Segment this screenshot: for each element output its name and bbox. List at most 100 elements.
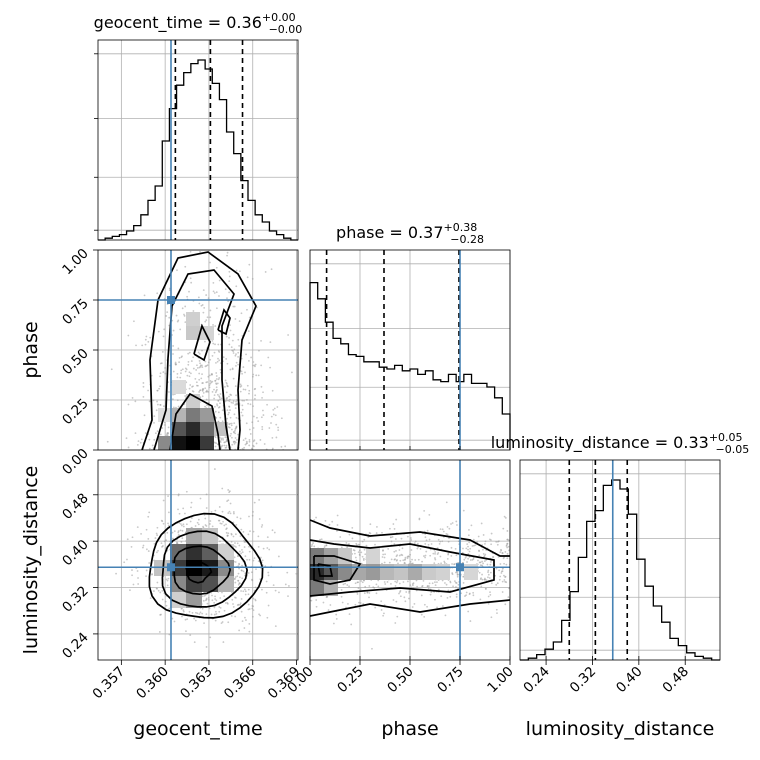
scatter-point	[241, 551, 244, 554]
scatter-point	[390, 540, 393, 543]
scatter-point	[194, 525, 197, 527]
density-cell	[200, 422, 214, 436]
scatter-point	[421, 585, 423, 588]
scatter-point	[191, 611, 194, 614]
scatter-point	[481, 573, 483, 576]
scatter-point	[478, 554, 481, 557]
y-axis-label-phase: phase	[20, 321, 42, 378]
scatter-point	[168, 607, 171, 610]
scatter-point	[368, 592, 371, 594]
scatter-point	[205, 319, 208, 321]
scatter-point	[248, 389, 251, 392]
panel-geocent_time-vs-phase	[106, 250, 293, 450]
x-tick-label: 1.00	[484, 664, 517, 697]
scatter-point	[409, 541, 411, 544]
scatter-point	[248, 550, 251, 553]
scatter-point	[215, 291, 218, 294]
scatter-point	[215, 361, 217, 364]
scatter-point	[215, 382, 217, 385]
scatter-point	[154, 432, 157, 435]
scatter-point	[511, 590, 513, 592]
scatter-point	[244, 437, 247, 440]
contour-level-1	[310, 599, 510, 617]
scatter-point	[187, 360, 190, 363]
scatter-point	[252, 510, 254, 513]
scatter-point	[414, 559, 417, 561]
scatter-point	[214, 595, 216, 598]
scatter-point	[453, 563, 456, 566]
scatter-point	[151, 444, 154, 447]
scatter-point	[226, 409, 229, 412]
scatter-point	[508, 549, 510, 552]
scatter-point	[182, 610, 185, 613]
scatter-point	[205, 398, 208, 401]
scatter-point	[193, 617, 196, 620]
scatter-point	[511, 612, 513, 614]
scatter-point	[178, 512, 181, 515]
scatter-point	[503, 574, 505, 577]
density-cell	[172, 436, 186, 450]
scatter-point	[165, 315, 168, 317]
scatter-point	[147, 537, 150, 540]
scatter-point	[434, 598, 436, 601]
scatter-point	[512, 576, 514, 578]
scatter-point	[207, 375, 210, 378]
scatter-point	[428, 538, 431, 541]
scatter-point	[505, 563, 508, 566]
scatter-point	[217, 333, 220, 336]
scatter-point	[369, 523, 372, 526]
scatter-point	[266, 547, 269, 549]
scatter-point	[462, 581, 465, 584]
scatter-point	[215, 386, 218, 389]
scatter-point	[517, 592, 519, 594]
scatter-point	[277, 426, 279, 429]
scatter-point	[228, 395, 230, 398]
scatter-point	[517, 590, 519, 592]
density-cell	[366, 564, 380, 580]
scatter-point	[434, 558, 437, 561]
density-cell	[202, 544, 218, 560]
scatter-point	[178, 522, 181, 524]
density-cell	[436, 564, 450, 580]
scatter-point	[234, 576, 237, 579]
scatter-point	[469, 559, 472, 561]
scatter-point	[161, 545, 163, 548]
scatter-point	[269, 341, 272, 344]
scatter-point	[498, 540, 500, 543]
scatter-point	[351, 526, 354, 529]
scatter-point	[404, 558, 407, 561]
scatter-point	[489, 563, 492, 566]
scatter-point	[229, 368, 232, 371]
scatter-point	[272, 413, 275, 416]
scatter-point	[258, 518, 261, 520]
scatter-point	[351, 537, 354, 540]
scatter-point	[238, 629, 241, 632]
scatter-point	[512, 527, 514, 529]
scatter-point	[329, 604, 332, 606]
scatter-point	[207, 596, 210, 599]
scatter-point	[250, 356, 253, 359]
scatter-point	[228, 398, 231, 401]
scatter-point	[168, 316, 171, 319]
scatter-point	[424, 536, 427, 539]
scatter-point	[209, 520, 212, 522]
scatter-point	[258, 499, 261, 501]
scatter-point	[233, 545, 236, 548]
scatter-point	[376, 526, 378, 528]
scatter-point	[231, 349, 234, 352]
scatter-point	[441, 605, 444, 607]
scatter-point	[189, 634, 192, 637]
scatter-point	[505, 544, 508, 546]
scatter-point	[190, 501, 193, 504]
scatter-point	[241, 620, 244, 622]
scatter-point	[136, 526, 139, 529]
scatter-point	[254, 586, 257, 589]
scatter-point	[145, 528, 148, 531]
scatter-point	[261, 524, 264, 526]
scatter-point	[212, 281, 215, 284]
scatter-point	[467, 534, 470, 537]
scatter-point	[147, 550, 150, 552]
scatter-point	[247, 330, 250, 332]
scatter-point	[177, 530, 180, 533]
scatter-point	[243, 539, 245, 542]
